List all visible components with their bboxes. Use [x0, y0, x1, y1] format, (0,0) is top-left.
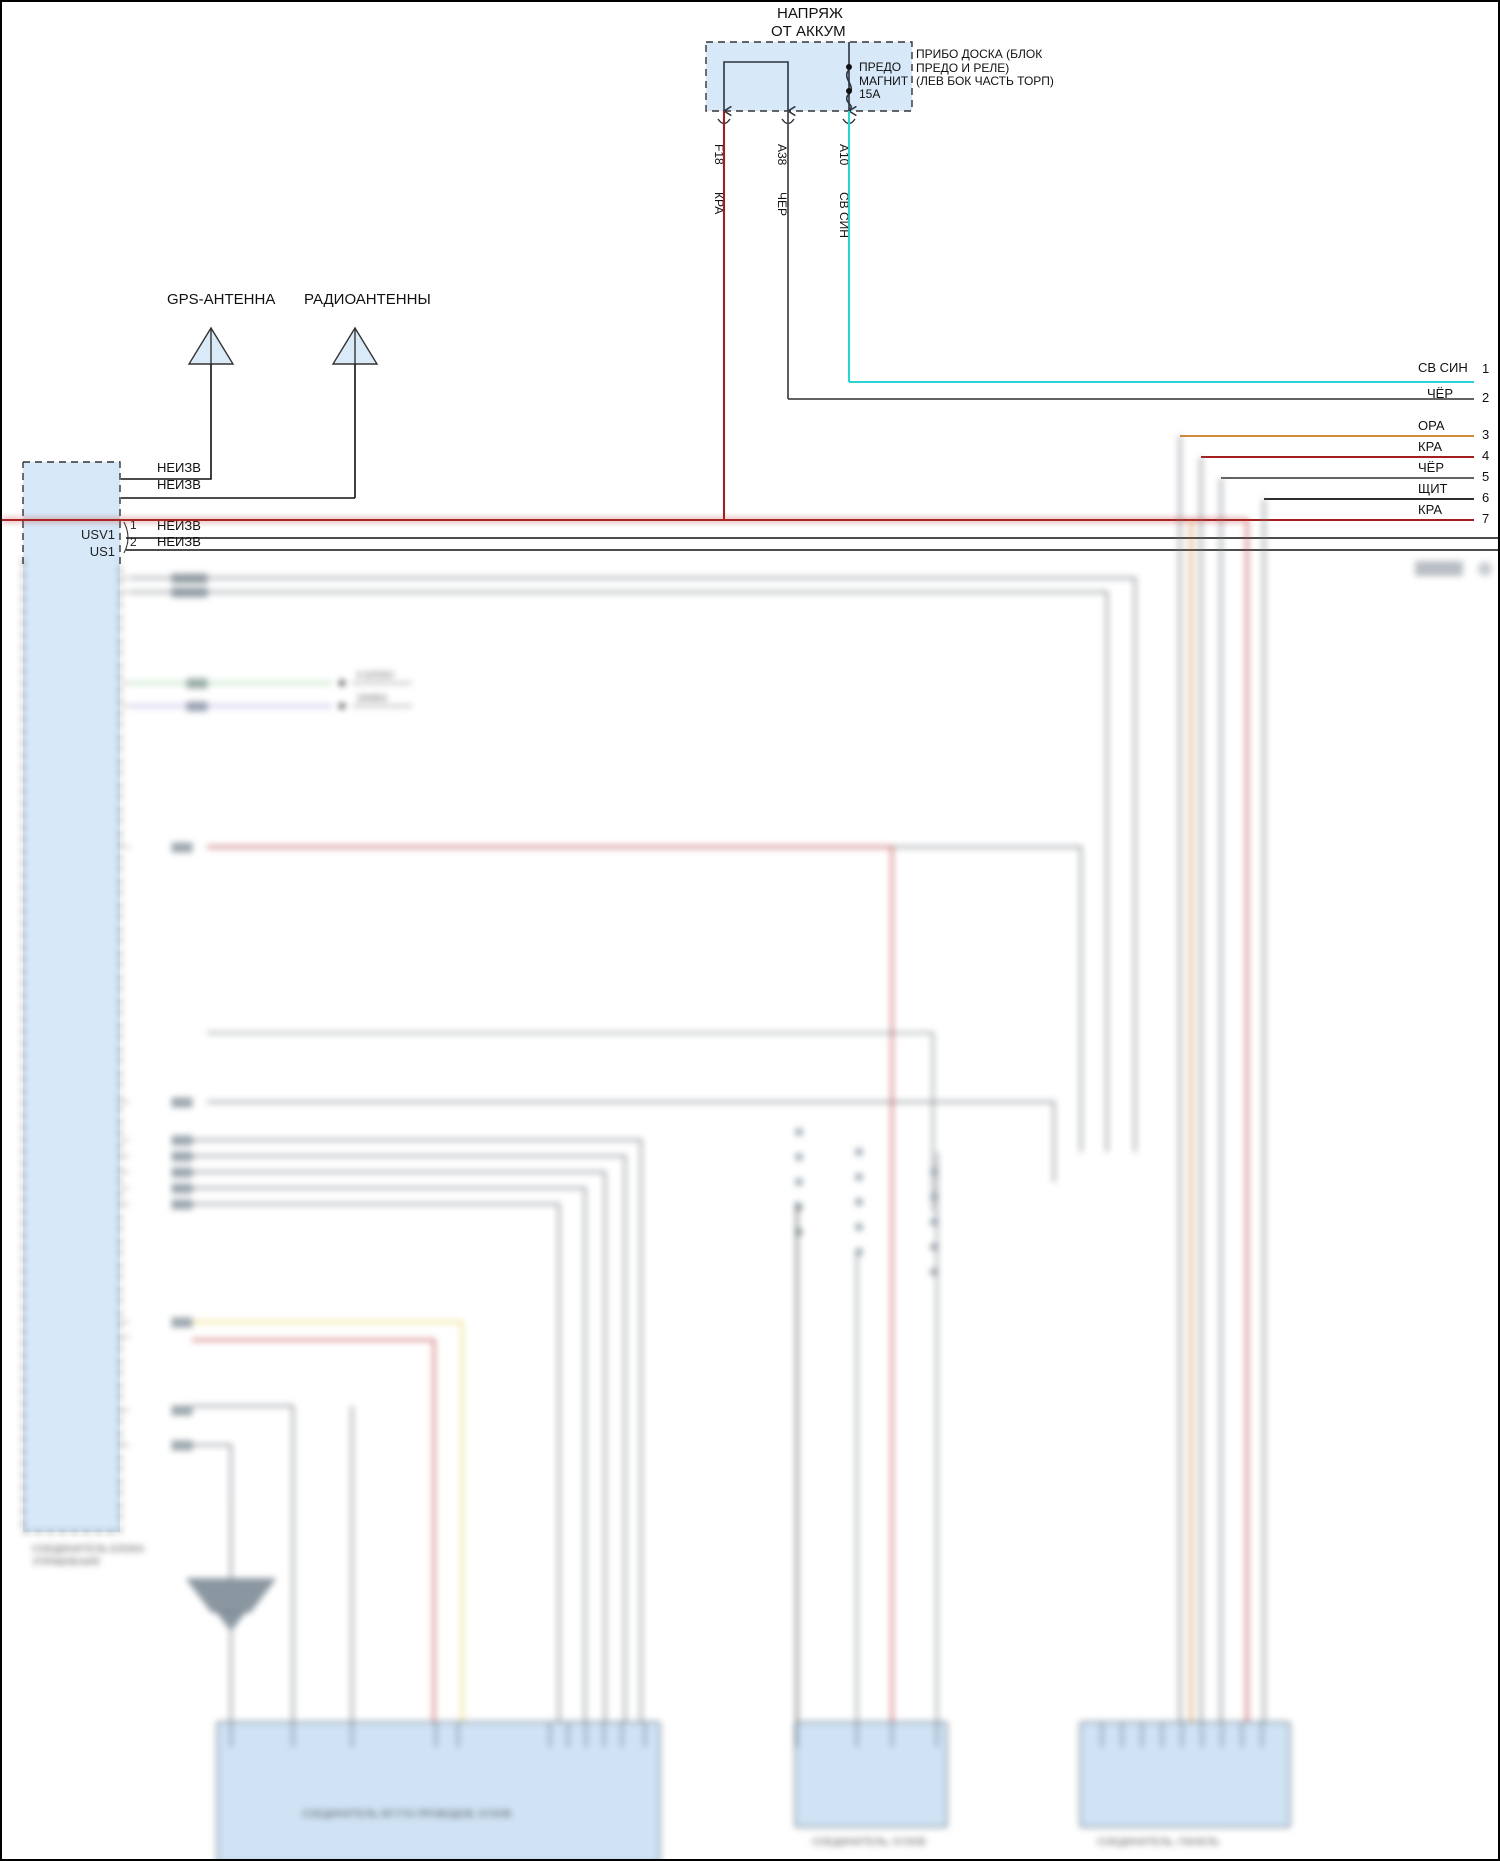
svg-text:ЧЁР: ЧЁР: [775, 192, 789, 216]
svg-text:5: 5: [1482, 469, 1489, 484]
svg-text:15А: 15А: [859, 87, 880, 101]
svg-text:USV1: USV1: [81, 527, 115, 542]
svg-text:ПРИБО ДОСКА (БЛОК: ПРИБО ДОСКА (БЛОК: [916, 47, 1042, 61]
svg-text:ОРА: ОРА: [1418, 418, 1445, 433]
svg-text:ЧЁР: ЧЁР: [1418, 460, 1444, 475]
svg-text:ПРЕДО И РЕЛЕ): ПРЕДО И РЕЛЕ): [916, 61, 1009, 75]
svg-text:ЗАМКА: ЗАМКА: [357, 693, 387, 703]
svg-text:ЩИТ: ЩИТ: [1418, 481, 1448, 496]
svg-text:(ЛЕВ БОК ЧАСТЬ ТОРП): (ЛЕВ БОК ЧАСТЬ ТОРП): [916, 74, 1054, 88]
svg-text:МАГНИТ: МАГНИТ: [859, 74, 909, 88]
svg-text:УПРАВЛЕНИЯ: УПРАВЛЕНИЯ: [32, 1557, 100, 1568]
svg-text:КРА: КРА: [1418, 502, 1442, 517]
svg-text:РАДИОАНТЕННЫ: РАДИОАНТЕННЫ: [304, 291, 431, 308]
svg-text:СВ СИН: СВ СИН: [1418, 360, 1468, 375]
svg-text:2: 2: [130, 535, 137, 549]
svg-text:4: 4: [1482, 448, 1489, 463]
svg-text:НЕИЗВ: НЕИЗВ: [157, 477, 201, 492]
svg-text:НЕИЗВ: НЕИЗВ: [157, 460, 201, 475]
svg-text:ЧЁР: ЧЁР: [1427, 386, 1453, 401]
svg-text:СОЕДИНИТЕЛЬ БЛОКА: СОЕДИНИТЕЛЬ БЛОКА: [32, 1544, 144, 1555]
svg-text:2: 2: [1482, 390, 1489, 405]
svg-text:US1: US1: [90, 544, 115, 559]
svg-text:СОЕДИНИТЕЛЬ, КУЗОВ: СОЕДИНИТЕЛЬ, КУЗОВ: [812, 1837, 926, 1848]
svg-text:ОТ АККУМ: ОТ АККУМ: [771, 23, 846, 40]
svg-text:A38: A38: [775, 144, 789, 166]
svg-text:СОЕДИНИТЕЛЬ, ПАНЕЛЬ: СОЕДИНИТЕЛЬ, ПАНЕЛЬ: [1097, 1837, 1220, 1848]
svg-text:К БЛОКУ: К БЛОКУ: [357, 670, 395, 680]
svg-text:GPS-АНТЕННА: GPS-АНТЕННА: [167, 291, 275, 308]
svg-text:6: 6: [1482, 490, 1489, 505]
svg-text:7: 7: [1482, 511, 1489, 526]
svg-text:ПРЕДО: ПРЕДО: [859, 60, 901, 74]
svg-text:КРА: КРА: [1418, 439, 1442, 454]
svg-text:СОЕДИНИТЕЛЬ ЖГУТА ПРОВОДОВ, КУ: СОЕДИНИТЕЛЬ ЖГУТА ПРОВОДОВ, КУЗОВ: [302, 1809, 512, 1820]
svg-text:1: 1: [1482, 361, 1489, 376]
svg-text:3: 3: [1482, 427, 1489, 442]
svg-text:НЕИЗВ: НЕИЗВ: [157, 534, 201, 549]
svg-text:НАПРЯЖ: НАПРЯЖ: [777, 5, 843, 22]
